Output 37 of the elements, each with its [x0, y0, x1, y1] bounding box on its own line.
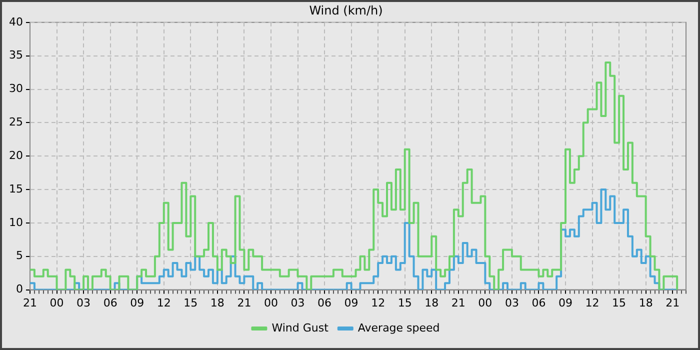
x-tick-label: 21 [237, 296, 252, 310]
x-tick-label: 09 [344, 296, 358, 310]
y-tick-label: 0 [16, 282, 23, 296]
y-tick-label: 30 [8, 82, 23, 96]
x-tick-label: 06 [532, 296, 546, 310]
y-tick-label: 40 [8, 15, 23, 28]
x-tick-label: 12 [585, 296, 600, 310]
x-tick-label: 09 [558, 296, 573, 310]
x-tick-label: 09 [130, 296, 144, 310]
y-tick-label: 10 [8, 216, 23, 229]
x-tick-label: 18 [210, 296, 224, 310]
x-tick-label: 12 [156, 296, 171, 310]
x-tick-label: 06 [103, 296, 118, 310]
x-tick-label: 03 [290, 296, 305, 310]
x-tick-label: 00 [478, 296, 492, 310]
y-tick-label: 15 [8, 182, 23, 196]
x-tick-label: 21 [451, 296, 466, 310]
x-tick-label: 03 [504, 296, 519, 310]
x-tick-label: 15 [184, 296, 198, 310]
x-tick-label: 00 [50, 296, 64, 310]
x-tick-label: 18 [638, 296, 653, 310]
y-tick-label: 35 [8, 48, 23, 62]
chart-title: Wind (km/h) [309, 3, 383, 18]
x-tick-label: 06 [318, 296, 332, 310]
y-tick-label: 25 [8, 116, 23, 129]
x-tick-label: 18 [424, 296, 439, 310]
x-tick-label: 12 [371, 296, 386, 310]
x-tick-label: 21 [22, 296, 37, 310]
y-tick-label: 20 [8, 148, 23, 162]
x-tick-label: 15 [398, 296, 412, 310]
x-tick-label: 03 [76, 296, 91, 310]
x-tick-label: 21 [666, 296, 680, 310]
legend-label: Wind Gust [272, 321, 330, 334]
y-tick-label: 5 [16, 249, 23, 262]
x-tick-label: 00 [264, 296, 278, 310]
x-tick-label: 15 [612, 296, 626, 310]
legend-label: Average speed [358, 321, 440, 334]
